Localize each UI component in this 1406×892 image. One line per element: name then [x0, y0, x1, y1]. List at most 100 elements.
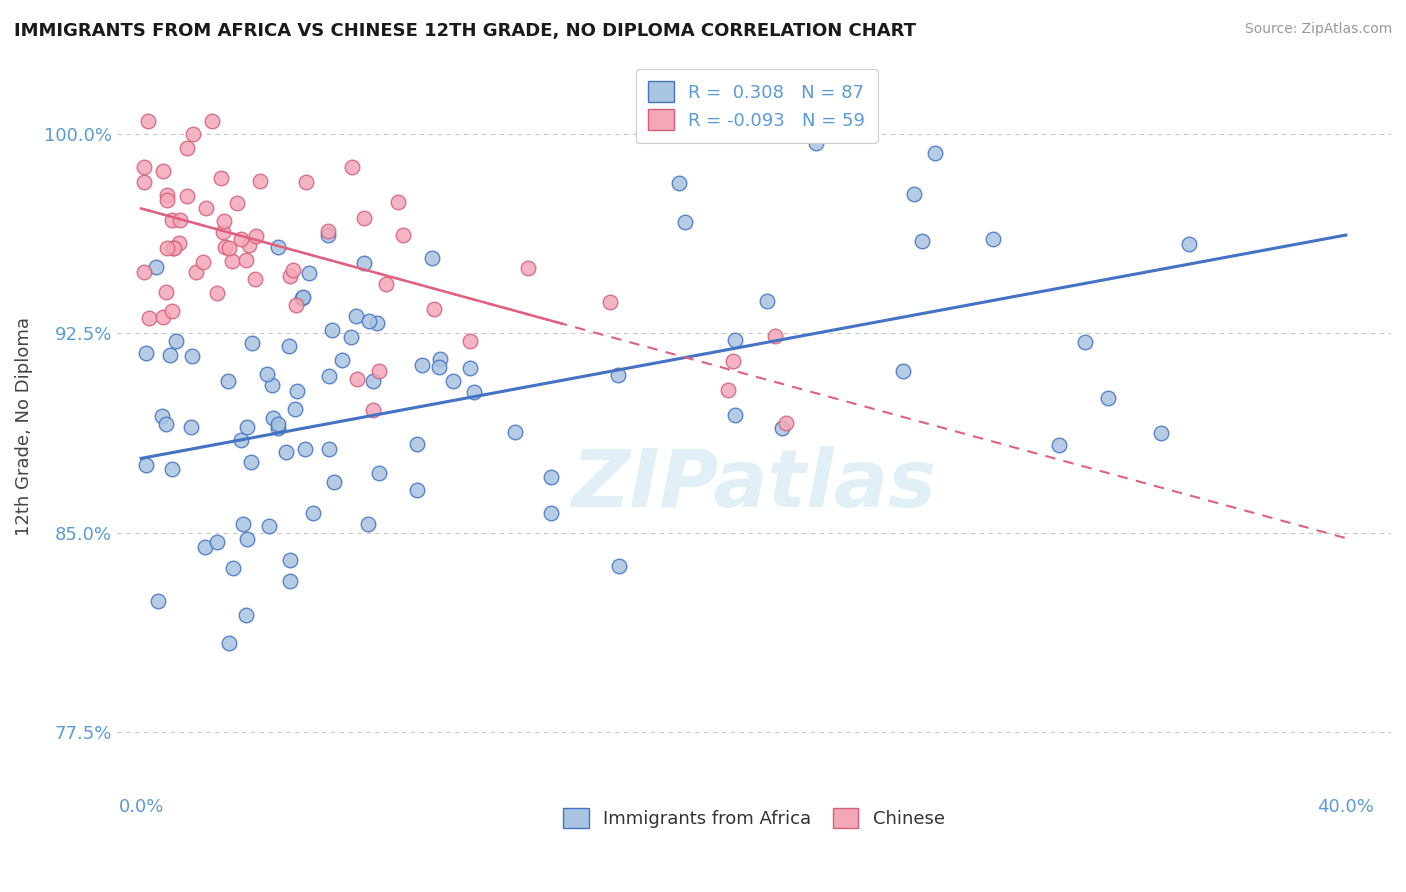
Point	[361, 374, 384, 388]
Point	[405, 483, 427, 497]
Point	[284, 401, 307, 416]
Point	[368, 364, 391, 378]
Point	[183, 127, 205, 141]
Point	[217, 374, 239, 388]
Point	[222, 560, 245, 574]
Point	[724, 333, 747, 347]
Point	[235, 607, 257, 622]
Point	[756, 293, 779, 308]
Point	[924, 146, 946, 161]
Point	[463, 384, 485, 399]
Point	[256, 367, 278, 381]
Point	[212, 226, 235, 240]
Point	[406, 437, 429, 451]
Point	[285, 298, 308, 312]
Point	[724, 408, 747, 422]
Point	[218, 241, 240, 255]
Point	[366, 316, 388, 330]
Point	[981, 232, 1004, 246]
Legend: Immigrants from Africa, Chinese: Immigrants from Africa, Chinese	[557, 800, 952, 836]
Point	[340, 160, 363, 174]
Point	[1149, 426, 1171, 441]
Point	[152, 310, 174, 324]
Point	[460, 361, 482, 376]
Point	[155, 417, 177, 431]
Point	[346, 372, 368, 386]
Point	[231, 232, 253, 246]
Point	[134, 175, 156, 189]
Point	[607, 558, 630, 573]
Point	[387, 195, 409, 210]
Point	[267, 240, 290, 254]
Point	[205, 534, 228, 549]
Point	[180, 419, 202, 434]
Point	[176, 141, 198, 155]
Point	[375, 277, 398, 292]
Point	[262, 377, 284, 392]
Point	[1074, 335, 1097, 350]
Point	[159, 348, 181, 362]
Point	[540, 506, 562, 520]
Point	[278, 574, 301, 589]
Point	[1097, 392, 1119, 406]
Point	[321, 322, 343, 336]
Point	[903, 187, 925, 202]
Point	[330, 353, 353, 368]
Point	[262, 410, 284, 425]
Point	[316, 227, 339, 242]
Point	[214, 240, 236, 254]
Point	[176, 189, 198, 203]
Point	[392, 228, 415, 243]
Point	[294, 442, 316, 456]
Point	[429, 359, 451, 374]
Point	[232, 517, 254, 532]
Point	[1047, 438, 1070, 452]
Point	[294, 175, 316, 189]
Point	[344, 309, 367, 323]
Point	[162, 241, 184, 255]
Point	[169, 213, 191, 227]
Text: Source: ZipAtlas.com: Source: ZipAtlas.com	[1244, 22, 1392, 37]
Point	[194, 540, 217, 554]
Point	[429, 351, 451, 366]
Point	[411, 358, 433, 372]
Point	[135, 346, 157, 360]
Point	[891, 364, 914, 378]
Point	[184, 265, 207, 279]
Point	[291, 290, 314, 304]
Text: ZIPatlas: ZIPatlas	[571, 446, 936, 524]
Point	[132, 265, 155, 279]
Point	[804, 113, 827, 128]
Point	[770, 421, 793, 435]
Point	[278, 268, 301, 283]
Point	[357, 517, 380, 532]
Point	[193, 254, 215, 268]
Point	[276, 445, 298, 459]
Point	[721, 354, 744, 368]
Point	[804, 136, 827, 150]
Point	[339, 329, 361, 343]
Point	[318, 368, 340, 383]
Point	[322, 475, 344, 489]
Point	[205, 285, 228, 300]
Point	[160, 213, 183, 227]
Point	[156, 241, 179, 255]
Point	[136, 113, 159, 128]
Point	[607, 368, 630, 382]
Point	[163, 241, 186, 255]
Point	[235, 253, 257, 268]
Point	[775, 416, 797, 430]
Point	[599, 295, 621, 310]
Point	[221, 253, 243, 268]
Point	[240, 336, 263, 351]
Point	[283, 263, 305, 277]
Y-axis label: 12th Grade, No Diploma: 12th Grade, No Diploma	[15, 317, 32, 536]
Point	[212, 213, 235, 227]
Point	[673, 215, 696, 229]
Point	[516, 261, 538, 276]
Point	[368, 467, 391, 481]
Point	[152, 164, 174, 178]
Point	[209, 171, 232, 186]
Point	[229, 433, 252, 447]
Point	[245, 228, 267, 243]
